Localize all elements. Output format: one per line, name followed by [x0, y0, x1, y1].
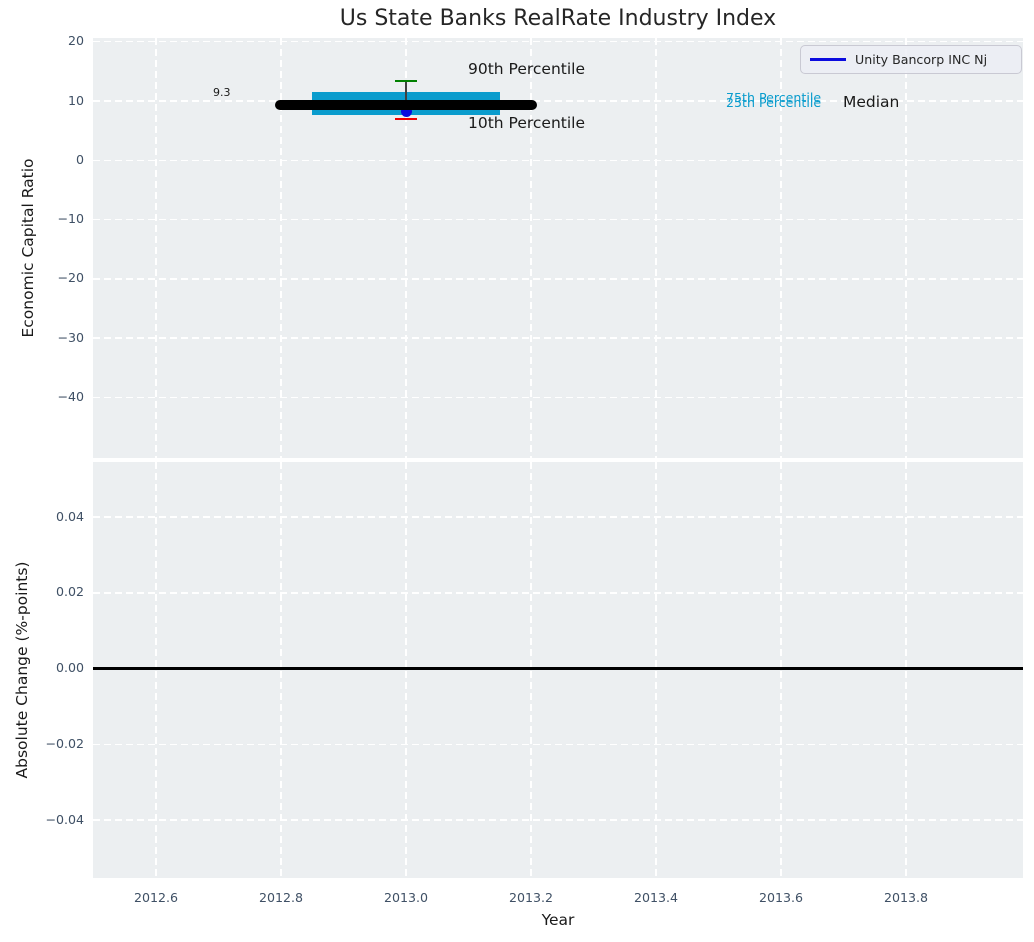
legend: Unity Bancorp INC Nj — [800, 45, 1022, 74]
top-y-axis-label: Economic Capital Ratio — [19, 158, 37, 338]
x-gridline — [155, 38, 157, 458]
top-plot-area — [93, 38, 1023, 458]
annotation-75th-percentile: 75th Percentile — [726, 90, 822, 105]
annotation-25th-percentile: 25th Percentile — [726, 94, 822, 110]
x-gridline — [905, 38, 907, 458]
y-gridline — [93, 218, 1023, 221]
x-gridline — [155, 462, 157, 878]
annotation-median: Median — [843, 93, 900, 111]
y-gridline — [93, 743, 1023, 745]
x-gridline — [530, 462, 532, 878]
y-gridline — [93, 40, 1023, 43]
y-tick-label: −0.02 — [45, 735, 84, 751]
y-tick-label: 0.04 — [55, 508, 84, 524]
x-tick-label: 2013.0 — [383, 890, 429, 905]
company-marker-dot — [400, 105, 412, 117]
y-tick-label: 20 — [67, 33, 84, 49]
x-gridline — [280, 38, 282, 458]
y-gridline — [93, 396, 1023, 399]
x-tick-label: 2013.2 — [508, 890, 554, 905]
x-gridline — [530, 38, 532, 458]
y-gridline — [93, 337, 1023, 339]
p90-whisker-cap — [394, 79, 418, 83]
y-gridline — [93, 819, 1023, 821]
y-tick-label: 0.02 — [55, 584, 84, 600]
x-gridline — [780, 38, 782, 458]
x-gridline — [280, 462, 282, 878]
bottom-plot-area — [93, 462, 1023, 878]
y-gridline — [93, 100, 1023, 102]
x-gridline — [655, 38, 657, 458]
y-gridline — [93, 278, 1023, 280]
y-tick-label: −10 — [57, 211, 84, 227]
median-line — [274, 100, 538, 110]
x-axis-label: Year — [541, 911, 575, 929]
y-gridline — [93, 592, 1023, 594]
legend-line-sample — [810, 58, 846, 61]
x-gridline — [655, 462, 657, 878]
annotation-median-value: 9.3 — [213, 86, 231, 99]
x-gridline — [780, 462, 782, 878]
x-tick-label: 2013.8 — [883, 890, 929, 905]
x-gridline — [405, 38, 407, 458]
x-tick-label: 2013.4 — [633, 890, 679, 905]
y-gridline — [93, 516, 1023, 518]
y-tick-label: 0 — [75, 151, 84, 167]
y-tick-label: −20 — [57, 270, 84, 286]
zero-change-line — [93, 667, 1023, 670]
x-gridline — [405, 462, 407, 878]
y-tick-label: −30 — [57, 329, 84, 345]
y-tick-label: −0.04 — [45, 811, 84, 827]
legend-label: Unity Bancorp INC Nj — [855, 52, 988, 67]
x-tick-label: 2012.8 — [258, 890, 304, 905]
annotation-90th-percentile: 90th Percentile — [468, 60, 586, 78]
whisker-stem — [405, 80, 407, 112]
annotation-10th-percentile: 10th Percentile — [468, 114, 586, 132]
x-gridline — [905, 462, 907, 878]
chart-title: Us State Banks RealRate Industry Index — [339, 6, 777, 31]
y-tick-label: 0.00 — [55, 660, 84, 675]
x-tick-label: 2013.6 — [758, 890, 804, 905]
y-gridline — [93, 159, 1023, 162]
y-tick-label: −40 — [57, 389, 84, 404]
x-tick-label: 2012.6 — [133, 890, 179, 905]
p10-whisker-cap — [394, 117, 418, 121]
y-tick-label: 10 — [67, 92, 84, 108]
